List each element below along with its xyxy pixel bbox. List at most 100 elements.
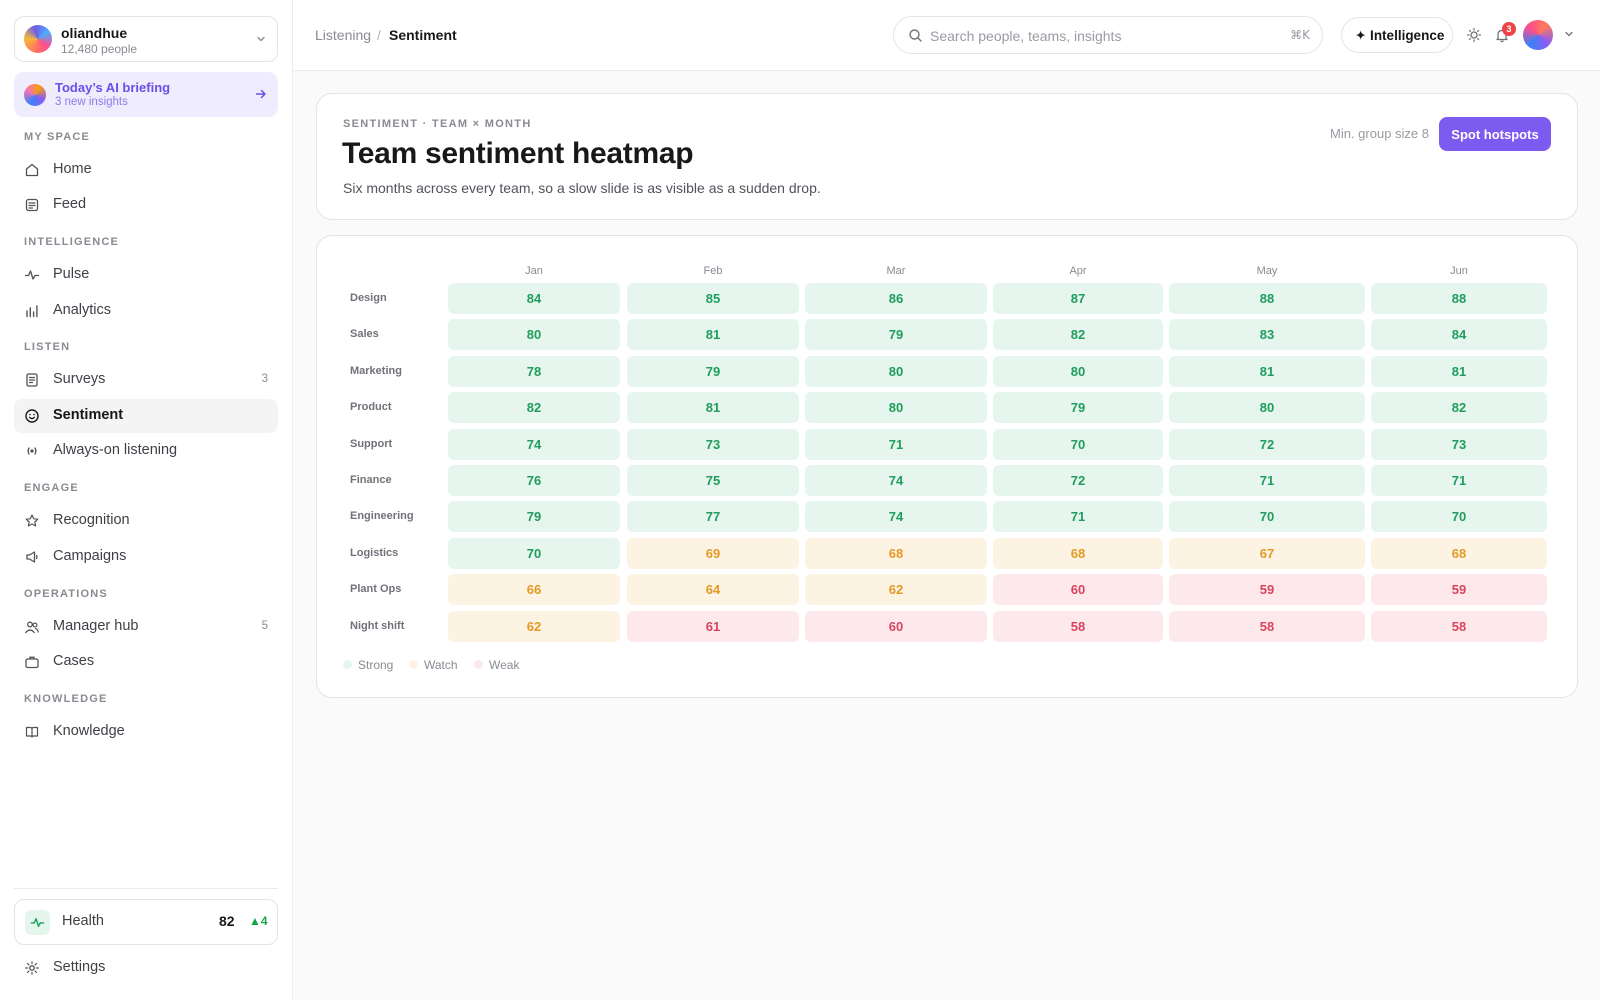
spot-hotspots-button[interactable]: Spot hotspots — [1439, 117, 1551, 151]
heatmap-cell[interactable]: 70 — [448, 537, 620, 569]
sidebar-item-label: Manager hub — [53, 618, 139, 634]
heatmap-cell[interactable]: 82 — [448, 392, 620, 424]
heatmap-cell[interactable]: 80 — [805, 355, 987, 387]
heatmap-cell[interactable]: 79 — [448, 501, 620, 533]
heatmap-cell[interactable]: 81 — [627, 319, 799, 351]
heatmap-cell[interactable]: 82 — [993, 319, 1163, 351]
notification-count-badge: 3 — [1502, 22, 1516, 36]
heatmap-cell[interactable]: 73 — [627, 428, 799, 460]
heatmap-cell[interactable]: 88 — [1169, 283, 1365, 314]
sidebar-item-campaigns[interactable]: Campaigns — [14, 540, 278, 574]
heatmap-cell[interactable]: 66 — [448, 574, 620, 606]
heatmap-cell[interactable]: 83 — [1169, 319, 1365, 351]
sidebar-item-knowledge[interactable]: Knowledge — [14, 715, 278, 749]
section-label-listen: LISTEN — [24, 341, 71, 353]
row-label: Product — [350, 401, 392, 414]
heatmap-cell[interactable]: 74 — [805, 465, 987, 496]
search-input[interactable] — [930, 25, 1270, 47]
heatmap-cell[interactable]: 70 — [1371, 501, 1547, 533]
heatmap-cell[interactable]: 68 — [993, 537, 1163, 569]
min-group-size-note: Min. group size 8 — [1330, 126, 1429, 141]
heatmap-cell[interactable]: 71 — [1169, 465, 1365, 496]
sidebar-item-settings[interactable]: Settings — [14, 951, 278, 985]
heatmap-cell[interactable]: 74 — [448, 428, 620, 460]
heatmap-cell[interactable]: 73 — [1371, 428, 1547, 460]
heatmap-cell[interactable]: 68 — [805, 537, 987, 569]
health-score-card[interactable]: Health 82 ▲4 — [14, 899, 278, 945]
sidebar-item-home[interactable]: Home — [14, 153, 278, 187]
heatmap-cell[interactable]: 84 — [448, 283, 620, 314]
heatmap-cell[interactable]: 80 — [448, 319, 620, 351]
column-header-apr: Apr — [1069, 265, 1087, 277]
heatmap-cell[interactable]: 82 — [1371, 392, 1547, 424]
workspace-switcher[interactable]: oliandhue 12,480 people — [14, 16, 278, 62]
heatmap-cell[interactable]: 88 — [1371, 283, 1547, 314]
heatmap-cell[interactable]: 85 — [627, 283, 799, 314]
heatmap-cell[interactable]: 71 — [993, 501, 1163, 533]
health-icon-badge — [25, 910, 50, 935]
heatmap-cell[interactable]: 62 — [448, 610, 620, 642]
users-icon — [25, 621, 39, 634]
heatmap-cell[interactable]: 70 — [993, 428, 1163, 460]
heatmap-cell[interactable]: 62 — [805, 574, 987, 606]
heatmap-cell[interactable]: 81 — [1371, 355, 1547, 387]
user-avatar[interactable] — [1523, 20, 1553, 50]
heatmap-cell[interactable]: 67 — [1169, 537, 1365, 569]
heatmap-cell[interactable]: 74 — [805, 501, 987, 533]
global-search[interactable]: ⌘K — [893, 16, 1323, 54]
arrow-right-icon — [255, 89, 266, 99]
heatmap-cell[interactable]: 58 — [1371, 610, 1547, 642]
heatmap-card: Jan Feb Mar Apr May Jun Design 84 85 86 87 88 88 Sale… — [316, 235, 1578, 698]
heatmap-cell[interactable]: 80 — [805, 392, 987, 424]
heatmap-cell[interactable]: 58 — [993, 610, 1163, 642]
heatmap-cell[interactable]: 87 — [993, 283, 1163, 314]
heatmap-cell[interactable]: 59 — [1371, 574, 1547, 606]
heatmap-cell[interactable]: 68 — [1371, 537, 1547, 569]
sidebar-item-sentiment[interactable]: Sentiment — [14, 399, 278, 433]
heatmap-cell[interactable]: 80 — [1169, 392, 1365, 424]
sidebar-item-feed[interactable]: Feed — [14, 188, 278, 222]
ai-briefing-card[interactable]: Today’s AI briefing 3 new insights — [14, 72, 278, 117]
legend-swatch-weak — [474, 660, 483, 669]
heatmap-cell[interactable]: 79 — [993, 392, 1163, 424]
sidebar-item-cases[interactable]: Cases — [14, 645, 278, 679]
breadcrumb-parent[interactable]: Listening — [315, 27, 372, 43]
heatmap-cell[interactable]: 60 — [805, 610, 987, 642]
sidebar-item-always-on-listening[interactable]: Always-on listening — [14, 434, 278, 468]
heatmap-cell[interactable]: 70 — [1169, 501, 1365, 533]
heatmap-cell[interactable]: 61 — [627, 610, 799, 642]
heatmap-cell[interactable]: 80 — [993, 355, 1163, 387]
sidebar-item-surveys[interactable]: Surveys 3 — [14, 363, 278, 397]
briefing-title: Today’s AI briefing — [55, 80, 171, 95]
megaphone-icon — [26, 551, 38, 563]
heatmap-cell[interactable]: 75 — [627, 465, 799, 496]
sun-icon[interactable] — [1465, 26, 1483, 44]
sidebar-item-pulse[interactable]: Pulse — [14, 258, 278, 292]
broadcast-icon — [27, 447, 37, 455]
heatmap-cell[interactable]: 86 — [805, 283, 987, 314]
heatmap-cell[interactable]: 71 — [1371, 465, 1547, 496]
sidebar-item-manager-hub[interactable]: Manager hub 5 — [14, 610, 278, 644]
heatmap-cell[interactable]: 72 — [993, 465, 1163, 496]
heatmap-cell[interactable]: 76 — [448, 465, 620, 496]
sidebar-item-label: Pulse — [53, 266, 90, 282]
heatmap-cell[interactable]: 81 — [1169, 355, 1365, 387]
sidebar-item-recognition[interactable]: Recognition — [14, 504, 278, 538]
intelligence-button[interactable]: ✦ Intelligence — [1341, 17, 1453, 53]
heatmap-cell[interactable]: 59 — [1169, 574, 1365, 606]
sidebar-item-analytics[interactable]: Analytics — [14, 294, 278, 328]
heatmap-cell[interactable]: 79 — [627, 355, 799, 387]
heatmap-cell[interactable]: 71 — [805, 428, 987, 460]
heatmap-cell[interactable]: 60 — [993, 574, 1163, 606]
heatmap-cell[interactable]: 77 — [627, 501, 799, 533]
heatmap-cell[interactable]: 72 — [1169, 428, 1365, 460]
heatmap-cell[interactable]: 79 — [805, 319, 987, 351]
chevron-down-icon[interactable] — [1563, 28, 1575, 40]
heatmap-cell[interactable]: 78 — [448, 355, 620, 387]
heatmap-cell[interactable]: 64 — [627, 574, 799, 606]
heatmap-cell[interactable]: 69 — [627, 537, 799, 569]
heatmap-cell[interactable]: 58 — [1169, 610, 1365, 642]
sidebar-item-label: Analytics — [53, 302, 112, 318]
heatmap-cell[interactable]: 84 — [1371, 319, 1547, 351]
heatmap-cell[interactable]: 81 — [627, 392, 799, 424]
